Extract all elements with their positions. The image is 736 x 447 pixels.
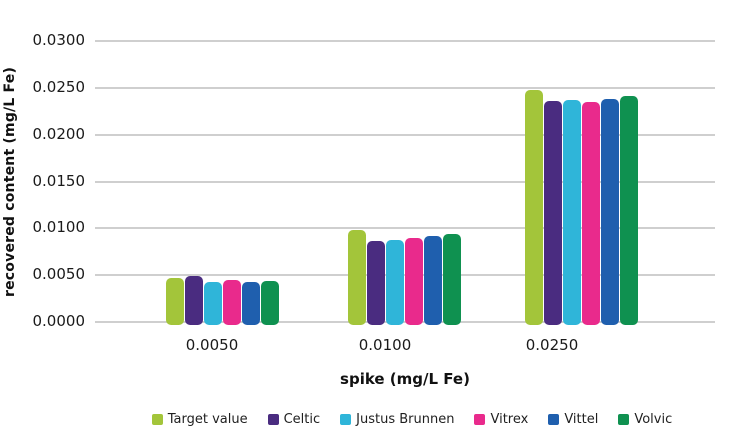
legend-label: Celtic [283,412,321,427]
legend-item-celtic: Celtic [267,412,321,427]
legend-color-swatch [548,414,560,425]
gridline [95,133,715,136]
y-tick-label: 0.0100 [32,218,86,237]
legend-color-swatch [267,414,279,425]
legend: Target value Celtic Justus Brunnen Vitrex Vi… [0,412,736,427]
gridline [95,86,715,89]
bar-volvic [620,96,638,325]
bar-volvic [261,280,279,325]
legend-label: Volvic [634,412,673,427]
bar-justus-brunnen [386,239,404,325]
x-tick-label: 0.0100 [358,336,412,354]
y-tick-label: 0.0050 [32,265,86,284]
legend-label: Vitrex [490,412,529,427]
bar-justus-brunnen [204,281,222,325]
y-axis-title: recovered content (mg/L Fe) [2,66,18,297]
y-tick-label: 0.0250 [32,77,86,96]
legend-label: Vittel [564,412,599,427]
y-tick-label: 0.0000 [32,312,86,330]
bar-vitrex [223,279,241,325]
legend-color-swatch [618,414,630,425]
legend-label: Target value [167,412,248,427]
y-tick-label: 0.0200 [32,124,86,143]
legend-color-swatch [474,414,486,425]
y-tick-label: 0.0150 [32,171,86,190]
bar-vittel [424,235,442,325]
legend-item-vitrex: Vitrex [474,412,528,427]
bar-celtic [185,276,203,325]
y-tick-label: 0.0300 [32,31,86,49]
legend-color-swatch [151,414,163,425]
x-axis-title: spike (mg/L Fe) [340,370,470,388]
bar-celtic [367,241,385,325]
legend-label: Justus Brunnen [356,412,455,427]
bar-justus-brunnen [563,100,581,325]
bar-celtic [544,100,562,325]
x-tick-label: 0.0250 [525,336,579,354]
x-tick-label: 0.0050 [185,336,239,354]
legend-color-swatch [340,414,352,425]
legend-item-volvic: Volvic [618,412,672,427]
bar-vittel [242,281,260,325]
bar-volvic [443,233,461,325]
bar-vittel [601,99,619,325]
legend-item-target-value: Target value [151,412,248,427]
bar-vitrex [582,101,600,325]
gridline [95,227,715,230]
legend-item-justus-brunnen: Justus Brunnen [340,412,454,427]
bar-vitrex [405,237,423,325]
bar-target-value [525,89,543,325]
plot-area: 0.0000 0.0050 0.0100 0.0150 0.0200 0.0250 0.03… [33,31,715,354]
bar-target-value [348,230,366,325]
gridline [95,40,715,42]
legend-item-vittel: Vittel [548,412,598,427]
gridline [95,180,715,183]
bar-target-value [166,277,184,325]
